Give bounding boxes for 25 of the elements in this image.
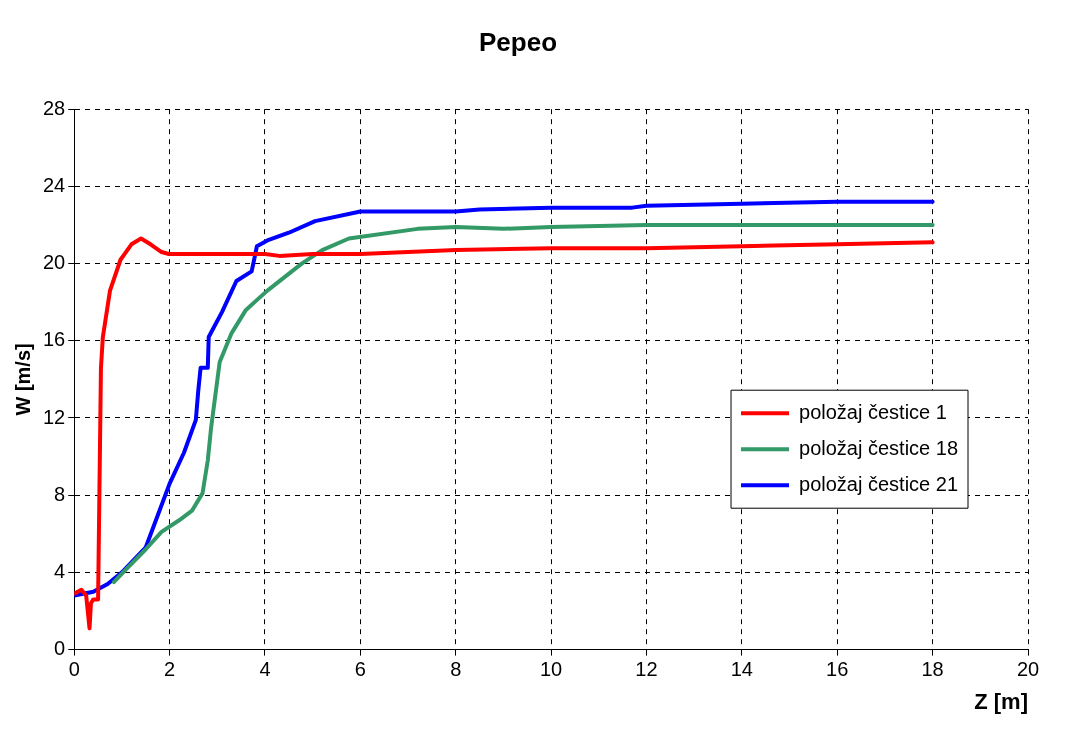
x-tick-label: 16 — [826, 658, 849, 681]
y-tick-label: 24 — [43, 173, 66, 196]
x-tick-label: 2 — [164, 658, 176, 681]
x-axis-title: Z [m] — [974, 688, 1028, 714]
legend-label: položaj čestice 1 — [799, 400, 947, 423]
legend-label: položaj čestice 18 — [799, 436, 958, 459]
x-tick-label: 14 — [730, 658, 753, 681]
x-tick-label: 4 — [259, 658, 271, 681]
legend-label: položaj čestice 21 — [799, 472, 958, 495]
x-tick-label: 12 — [635, 658, 658, 681]
y-tick-label: 8 — [54, 482, 66, 505]
chart-title: Pepeo — [478, 26, 558, 57]
y-tick-label: 16 — [43, 328, 66, 351]
y-tick-label: 0 — [54, 637, 66, 660]
y-tick-label: 20 — [43, 251, 66, 274]
x-tick-label: 10 — [540, 658, 563, 681]
x-tick-label: 18 — [921, 658, 944, 681]
x-tick-label: 0 — [68, 658, 80, 681]
x-tick-label: 20 — [1016, 658, 1040, 681]
y-tick-label: 4 — [54, 559, 66, 582]
y-axis-title: W [m/s] — [11, 343, 34, 416]
x-tick-label: 6 — [354, 658, 366, 681]
y-tick-label: 28 — [43, 96, 66, 119]
y-tick-label: 12 — [43, 405, 66, 428]
x-tick-label: 8 — [450, 658, 462, 681]
